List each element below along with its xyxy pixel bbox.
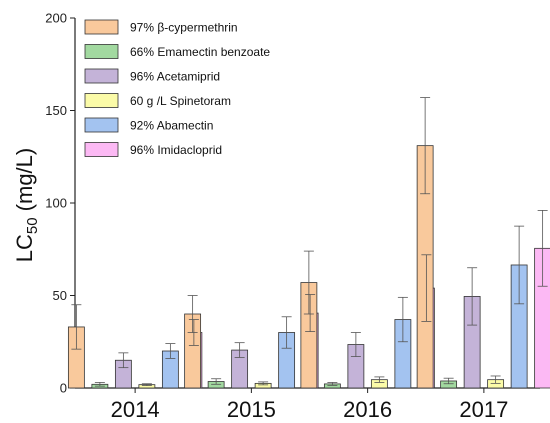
legend-swatch — [84, 68, 119, 84]
legend-label: 96% Imidacloprid — [130, 143, 222, 157]
legend-swatch — [84, 44, 119, 59]
legend-label: 96% Acetamiprid — [130, 70, 220, 84]
y-tick-label: 150 — [45, 103, 67, 118]
x-category-label: 2016 — [343, 397, 392, 422]
error-bars — [71, 97, 548, 387]
x-category-label: 2015 — [227, 397, 276, 422]
axes: 0 50 100 150 200 2014 2015 2016 2017 — [45, 11, 540, 422]
y-axis-label-main: LC — [12, 234, 37, 262]
y-axis-label-unit: (mg/L) — [12, 148, 37, 218]
y-tick-label: 100 — [45, 196, 67, 211]
legend-label: 97% β-cypermethrin — [130, 21, 238, 35]
y-axis-label-subscript: 50 — [24, 217, 41, 234]
legend-swatch — [84, 117, 119, 133]
legend-label: 92% Abamectin — [130, 119, 213, 133]
legend-label: 60 g /L Spinetoram — [130, 94, 231, 108]
y-tick-label: 0 — [60, 381, 67, 396]
bars — [67, 145, 550, 389]
y-tick-label: 50 — [53, 288, 67, 303]
legend-swatch — [84, 19, 119, 35]
y-tick-label: 200 — [45, 11, 67, 26]
legend-swatch — [84, 142, 119, 157]
y-axis-label: LC50 (mg/L) — [12, 148, 41, 263]
legend: 97% β-cypermethrin 66% Emamectin benzoate… — [84, 19, 270, 157]
x-category-label: 2014 — [111, 397, 160, 422]
legend-swatch — [84, 93, 119, 108]
x-category-label: 2017 — [459, 397, 508, 422]
legend-label: 66% Emamectin benzoate — [130, 45, 270, 59]
